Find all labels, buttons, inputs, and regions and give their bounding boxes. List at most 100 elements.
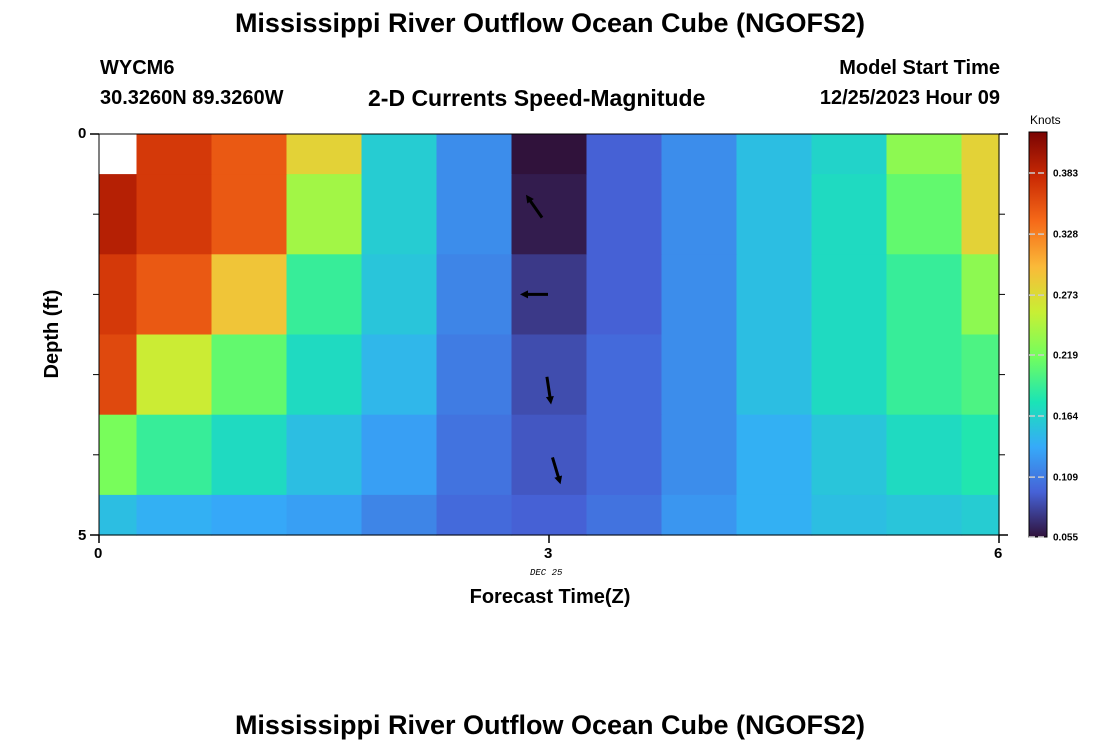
heatmap-cell xyxy=(286,414,363,496)
current-arrow xyxy=(520,290,548,299)
plot-title: 2-D Currents Speed-Magnitude xyxy=(368,85,706,111)
heatmap-cell xyxy=(286,174,363,255)
current-arrow xyxy=(525,194,544,219)
heatmap-cell xyxy=(511,174,588,255)
heatmap-cell xyxy=(736,414,813,496)
colorbar-tick-label: 0.273 xyxy=(1053,291,1078,302)
station-coords: 30.3260N 89.3260W xyxy=(100,87,284,109)
colorbar: 0.383 0.328 0.273 0.219 0.164 0.109 0.055 xyxy=(1028,131,1078,544)
heatmap-cell xyxy=(361,134,438,175)
heatmap-cell xyxy=(811,174,888,255)
x-tick-label-3: 3 xyxy=(544,545,553,562)
heatmap-cell xyxy=(511,414,588,496)
heatmap-cell xyxy=(361,334,438,416)
heatmap-cell xyxy=(586,134,663,175)
y-tick-label-5: 5 xyxy=(78,527,87,544)
heatmap-cell xyxy=(961,134,1000,175)
heatmap-cell xyxy=(136,494,213,536)
heatmap-cell xyxy=(661,254,738,336)
heatmap-cell xyxy=(811,494,888,536)
heatmap-cell xyxy=(886,254,963,336)
heatmap-cell xyxy=(661,174,738,255)
colorbar-tick-label: 0.055 xyxy=(1053,533,1078,544)
heatmap-cell xyxy=(961,334,1000,416)
heatmap-cell xyxy=(361,174,438,255)
heatmap-cell xyxy=(661,334,738,416)
heatmap-cell xyxy=(436,254,513,336)
heatmap-cell xyxy=(736,174,813,255)
heatmap-cell xyxy=(661,134,738,175)
date-label: DEC 25 xyxy=(530,568,563,578)
heatmap-cell xyxy=(811,134,888,175)
heatmap-cell xyxy=(211,494,288,536)
model-start-label: Model Start Time xyxy=(839,57,1000,79)
heatmap-cell xyxy=(436,494,513,536)
heatmap-cell xyxy=(99,414,138,496)
heatmap-cell xyxy=(361,254,438,336)
heatmap-cell xyxy=(886,414,963,496)
heatmap-cell xyxy=(736,254,813,336)
heatmap-cell xyxy=(736,494,813,536)
heatmap-cell xyxy=(586,254,663,336)
arrow-head xyxy=(545,395,554,405)
heatmap-cell xyxy=(99,334,138,416)
y-axis-label: Depth (ft) xyxy=(41,289,63,379)
heatmap-cell xyxy=(811,334,888,416)
heatmap-cell xyxy=(961,174,1000,255)
frame-ticks xyxy=(90,133,1008,543)
heatmap-cell xyxy=(961,494,1000,536)
heatmap-cell xyxy=(511,334,588,416)
colorbar-tick-label: 0.328 xyxy=(1053,230,1078,241)
heatmap-cell xyxy=(886,334,963,416)
heatmap-cell xyxy=(661,494,738,536)
heatmap-cell xyxy=(736,134,813,175)
current-arrow xyxy=(545,376,554,405)
heatmap-cell xyxy=(136,414,213,496)
current-arrow xyxy=(551,456,563,485)
heatmap-cell xyxy=(361,494,438,536)
arrow-head xyxy=(525,194,534,204)
heatmap-cell xyxy=(736,334,813,416)
heatmap-cell xyxy=(586,174,663,255)
heatmap-cell xyxy=(961,254,1000,336)
heatmap-cell xyxy=(211,334,288,416)
colorbar-tick-label: 0.164 xyxy=(1053,412,1078,423)
heatmap-cell xyxy=(961,414,1000,496)
heatmap-cell xyxy=(436,134,513,175)
heatmap-cell xyxy=(811,254,888,336)
heatmap-cell xyxy=(211,414,288,496)
heatmap-cell xyxy=(436,334,513,416)
heatmap-cell xyxy=(436,414,513,496)
heatmap-cell xyxy=(511,494,588,536)
heatmap-cell xyxy=(586,494,663,536)
page-title-bottom: Mississippi River Outflow Ocean Cube (NG… xyxy=(234,710,866,740)
heatmap-cell xyxy=(286,334,363,416)
arrow-shaft xyxy=(545,376,552,401)
heatmap-cell xyxy=(136,254,213,336)
heatmap-cell xyxy=(211,134,288,175)
heatmap-cells xyxy=(99,134,1000,536)
heatmap-cell xyxy=(99,174,138,255)
heatmap-cell xyxy=(136,334,213,416)
heatmap-cell xyxy=(886,134,963,175)
heatmap-cell xyxy=(211,174,288,255)
heatmap-cell xyxy=(436,174,513,255)
heatmap-cell xyxy=(136,134,213,175)
colorbar-tick-label: 0.219 xyxy=(1053,351,1078,362)
heatmap-cell xyxy=(586,334,663,416)
heatmap-cell xyxy=(586,414,663,496)
heatmap-cell xyxy=(136,174,213,255)
heatmap-cell xyxy=(886,494,963,536)
heatmap-cell xyxy=(661,414,738,496)
colorbar-label: Knots xyxy=(1030,113,1061,127)
current-arrows xyxy=(520,194,563,485)
heatmap-cell xyxy=(211,254,288,336)
colorbar-tick-label: 0.383 xyxy=(1053,169,1078,180)
station-id: WYCM6 xyxy=(100,57,175,79)
heatmap-cell xyxy=(99,134,138,175)
heatmap-cell xyxy=(361,414,438,496)
arrow-head xyxy=(520,290,528,299)
heatmap-cell xyxy=(286,134,363,175)
colorbar-gradient xyxy=(1028,131,1048,538)
